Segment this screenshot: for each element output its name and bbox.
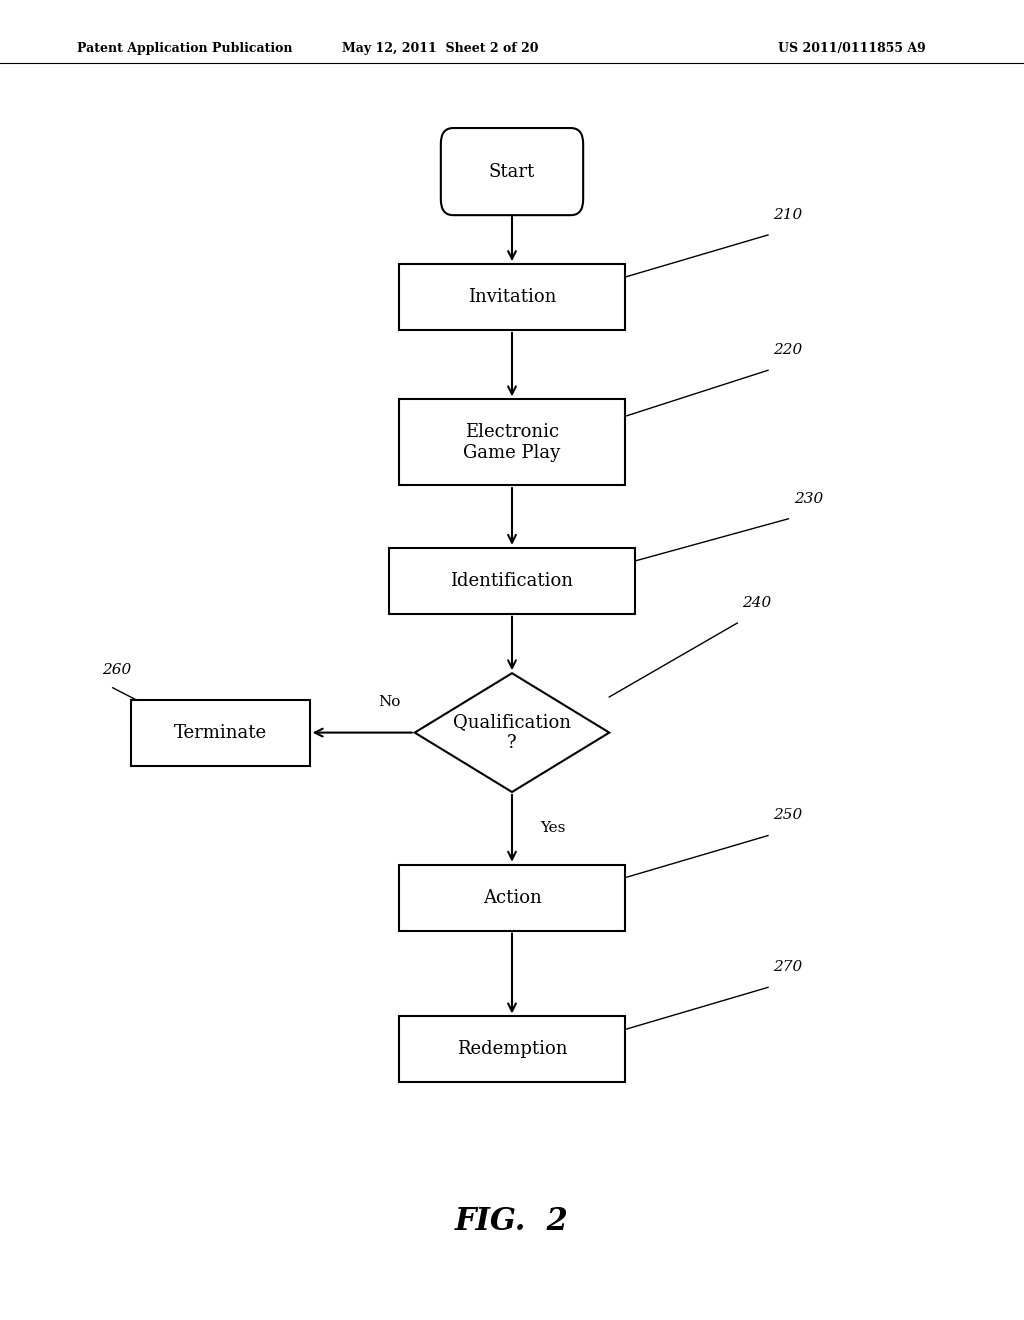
Text: FIG.  2: FIG. 2: [455, 1205, 569, 1237]
Text: Yes: Yes: [541, 821, 566, 836]
Bar: [399, 865, 625, 931]
Text: Electronic
Game Play: Electronic Game Play: [464, 422, 560, 462]
Text: May 12, 2011  Sheet 2 of 20: May 12, 2011 Sheet 2 of 20: [342, 42, 539, 55]
Text: Terminate: Terminate: [174, 723, 266, 742]
Text: 220: 220: [773, 343, 803, 356]
Text: 230: 230: [794, 491, 823, 506]
Text: Identification: Identification: [451, 572, 573, 590]
Text: 250: 250: [773, 808, 803, 822]
Bar: [399, 399, 625, 484]
Text: Invitation: Invitation: [468, 288, 556, 306]
Text: US 2011/0111855 A9: US 2011/0111855 A9: [778, 42, 926, 55]
Text: 260: 260: [102, 663, 132, 677]
Text: 270: 270: [773, 960, 803, 974]
Text: 240: 240: [742, 595, 772, 610]
Text: Qualification
?: Qualification ?: [453, 713, 571, 752]
Bar: [399, 1016, 625, 1082]
Text: Start: Start: [488, 162, 536, 181]
Text: No: No: [378, 694, 400, 709]
Text: 210: 210: [773, 207, 803, 222]
Text: Patent Application Publication: Patent Application Publication: [77, 42, 292, 55]
Bar: [389, 548, 635, 614]
FancyBboxPatch shape: [440, 128, 584, 215]
Bar: [131, 700, 309, 766]
Polygon shape: [415, 673, 609, 792]
Bar: [399, 264, 625, 330]
Text: Redemption: Redemption: [457, 1040, 567, 1059]
Text: Action: Action: [482, 888, 542, 907]
